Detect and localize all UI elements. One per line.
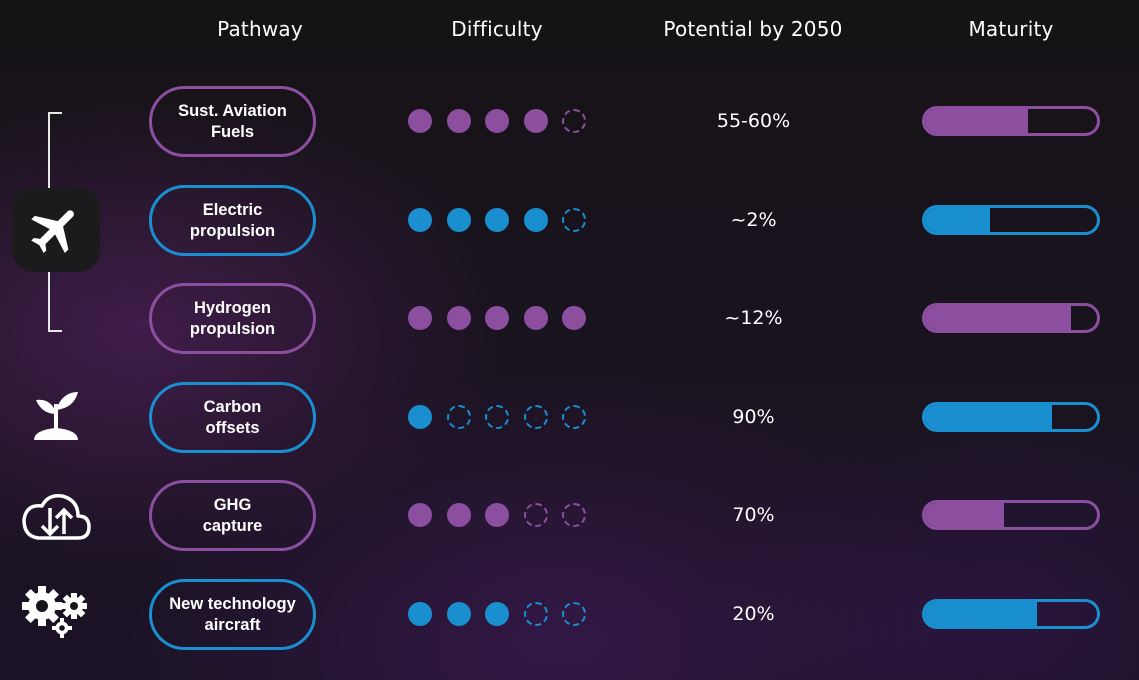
difficulty-dot-filled (485, 306, 509, 330)
difficulty-dot-filled (524, 306, 548, 330)
pathway-label-line: Fuels (210, 122, 255, 141)
difficulty-dot-filled (447, 109, 471, 133)
header-maturity: Maturity (968, 17, 1054, 41)
potential-value: ~12% (724, 307, 783, 329)
potential-value: 90% (732, 406, 775, 428)
potential-value: ~2% (730, 209, 777, 231)
difficulty-dot-empty (562, 503, 586, 527)
header-potential: Potential by 2050 (663, 17, 843, 41)
difficulty-dot-filled (408, 109, 432, 133)
maturity-bar (922, 500, 1100, 530)
header-pathway: Pathway (217, 17, 303, 41)
difficulty-dot-filled (562, 306, 586, 330)
maturity-bar (922, 205, 1100, 235)
difficulty-dot-filled (447, 602, 471, 626)
header-difficulty: Difficulty (451, 17, 543, 41)
pathway-label: Sust. Aviation Fuels (178, 101, 287, 143)
pathway-label: Carbon offsets (204, 397, 262, 439)
pathway-pill: Hydrogen propulsion (149, 283, 316, 354)
difficulty-dot-empty (562, 109, 586, 133)
difficulty-dot-filled (485, 602, 509, 626)
pathway-pill: Carbon offsets (149, 382, 316, 453)
maturity-bar (922, 303, 1100, 333)
airplane-icon-badge (12, 188, 100, 272)
difficulty-dot-filled (524, 109, 548, 133)
pathway-label-line: GHG (213, 495, 252, 514)
plant-icon (28, 388, 84, 446)
pathway-label-line: propulsion (189, 319, 276, 338)
potential-value: 55-60% (716, 110, 791, 132)
difficulty-dot-filled (485, 503, 509, 527)
pathway-label-line: Carbon (203, 397, 262, 416)
difficulty-dot-empty (447, 405, 471, 429)
difficulty-dot-filled (447, 306, 471, 330)
pathway-pill: New technology aircraft (149, 579, 316, 650)
difficulty-dot-empty (524, 503, 548, 527)
maturity-bar-fill (925, 306, 1072, 330)
cloud-upload-download-icon (20, 488, 92, 544)
pathway-label-line: Electric (202, 200, 263, 219)
difficulty-dot-filled (447, 208, 471, 232)
difficulty-dot-empty (485, 405, 509, 429)
airplane-icon (31, 210, 74, 253)
maturity-bar-fill (925, 109, 1029, 133)
pathway-label: New technology aircraft (169, 594, 296, 636)
pathway-label-line: propulsion (189, 221, 276, 240)
difficulty-dot-empty (562, 405, 586, 429)
pathway-pill: Sust. Aviation Fuels (149, 86, 316, 157)
difficulty-dot-filled (447, 503, 471, 527)
difficulty-dot-filled (524, 208, 548, 232)
difficulty-dot-filled (408, 208, 432, 232)
maturity-bar-fill (925, 208, 991, 232)
difficulty-dot-empty (524, 405, 548, 429)
pathway-label-line: Sust. Aviation (178, 101, 287, 120)
pathway-label-line: New technology (169, 594, 296, 613)
maturity-bar-fill (925, 503, 1005, 527)
maturity-bar-fill (925, 405, 1053, 429)
difficulty-dot-filled (408, 306, 432, 330)
pathway-label-line: Hydrogen (193, 298, 271, 317)
maturity-bar (922, 106, 1100, 136)
difficulty-dot-empty (562, 208, 586, 232)
pathway-label: GHG capture (203, 495, 263, 537)
potential-value: 20% (732, 603, 775, 625)
difficulty-dot-filled (408, 602, 432, 626)
pathway-label-line: aircraft (204, 615, 261, 634)
gears-icon (20, 582, 92, 642)
pathway-label-line: offsets (205, 418, 260, 437)
maturity-bar (922, 402, 1100, 432)
pathway-label-line: capture (202, 516, 263, 535)
difficulty-dot-filled (485, 208, 509, 232)
maturity-bar-fill (925, 602, 1037, 626)
difficulty-dot-filled (408, 405, 432, 429)
pathway-pill: GHG capture (149, 480, 316, 551)
difficulty-dot-filled (485, 109, 509, 133)
pathway-label: Electric propulsion (190, 200, 275, 242)
potential-value: 70% (732, 504, 775, 526)
difficulty-dot-empty (562, 602, 586, 626)
pathway-label: Hydrogen propulsion (190, 298, 275, 340)
difficulty-dot-empty (524, 602, 548, 626)
difficulty-dot-filled (408, 503, 432, 527)
maturity-bar (922, 599, 1100, 629)
pathway-pill: Electric propulsion (149, 185, 316, 256)
